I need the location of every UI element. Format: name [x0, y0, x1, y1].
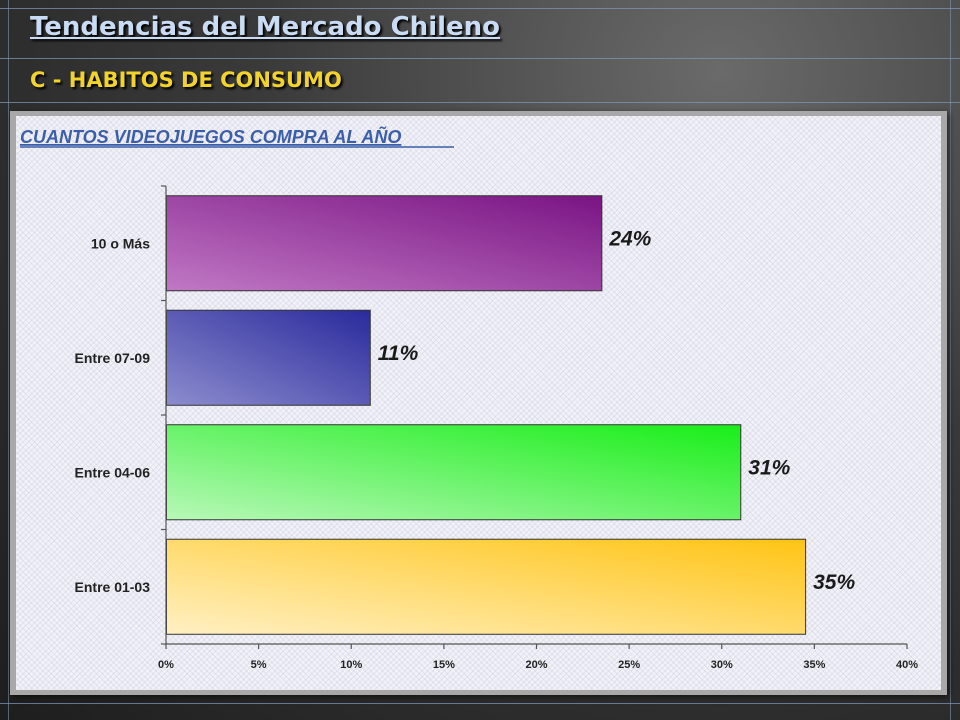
data-label: 11% [378, 342, 419, 365]
category-label: Entre 01-03 [75, 579, 151, 595]
x-tick-label: 10% [340, 659, 362, 671]
slide-title: Tendencias del Mercado Chileno [30, 12, 501, 42]
x-tick-label: 40% [896, 659, 918, 671]
chart-frame: CUANTOS VIDEOJUEGOS COMPRA AL AÑO 24% 11%… [10, 111, 947, 695]
x-tick-label: 15% [433, 659, 455, 671]
data-label: 31% [748, 456, 790, 479]
category-label: Entre 04-06 [75, 464, 151, 480]
chart-title: CUANTOS VIDEOJUEGOS COMPRA AL AÑO [20, 126, 401, 147]
category-label: 10 o Más [91, 235, 150, 251]
data-label: 35% [813, 571, 855, 594]
x-tick-label: 25% [618, 659, 640, 671]
bar-3 [166, 424, 742, 521]
x-tick-label: 0% [158, 659, 174, 671]
data-label: 24% [608, 227, 651, 250]
slide-subtitle: C - HABITOS DE CONSUMO [30, 68, 342, 92]
category-label: Entre 07-09 [75, 350, 151, 366]
bar-2 [166, 309, 371, 406]
x-tick-label: 30% [711, 659, 733, 671]
bar-1 [166, 195, 603, 292]
bar-chart: CUANTOS VIDEOJUEGOS COMPRA AL AÑO 24% 11%… [20, 126, 918, 671]
x-tick-label: 5% [251, 659, 267, 671]
bar-4 [166, 538, 807, 635]
chart-panel: CUANTOS VIDEOJUEGOS COMPRA AL AÑO 24% 11%… [16, 116, 941, 690]
x-tick-label: 20% [525, 659, 547, 671]
x-tick-label: 35% [803, 659, 825, 671]
